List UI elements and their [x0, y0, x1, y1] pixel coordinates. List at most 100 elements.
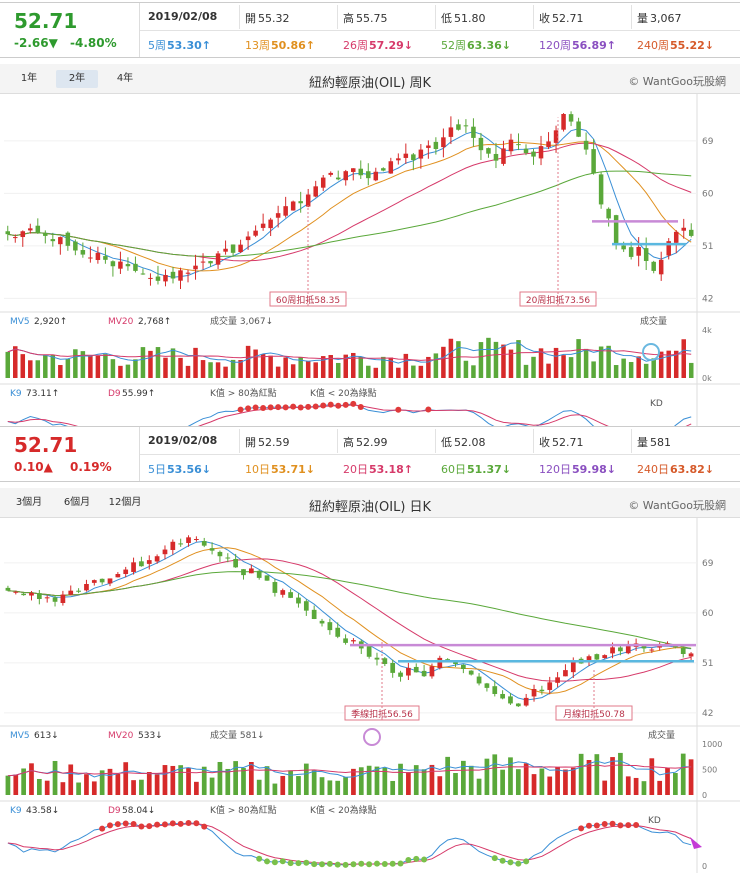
weekly-vol-bar-11 [88, 355, 93, 378]
weekly-kd-red-dot-31 [237, 406, 244, 413]
weekly-tab-1[interactable]: 2年 [56, 70, 98, 88]
daily-vol-bar-49 [390, 780, 396, 795]
weekly-tab-2[interactable]: 4年 [116, 73, 134, 84]
daily-candle-25 [201, 541, 207, 546]
daily-vol-bar-39 [311, 770, 317, 795]
daily-candle-10 [84, 584, 89, 591]
weekly-candle-11 [88, 257, 93, 259]
weekly-chart-title: 紐約輕原油(OIL) 周K [308, 76, 432, 91]
daily-vol-bar-77 [610, 757, 615, 795]
daily-tab-2[interactable]: 12個月 [108, 497, 142, 508]
daily-kd-green-dot-33 [264, 858, 271, 865]
daily-vol-bar-60 [476, 778, 482, 795]
weekly-kd-red-dot-46 [350, 400, 357, 407]
daily-kd-green-dot-36 [287, 860, 294, 867]
weekly-quote-low_label: 低 51.80 [441, 10, 486, 26]
daily-vol-bar-30 [241, 768, 246, 795]
weekly-mv20-label: MV20 [108, 317, 134, 327]
daily-quote-label-5: 量 [637, 436, 648, 449]
weekly-candle-18 [140, 273, 146, 275]
daily-vol-bar-23 [186, 767, 191, 795]
daily-ma-5: 240日63.82↓ [637, 461, 714, 477]
daily-vol-bar-25 [201, 766, 207, 795]
weekly-tab-0[interactable]: 1年 [20, 73, 38, 84]
daily-vol-bar-20 [162, 765, 168, 795]
weekly-quote-label-5: 量 [637, 12, 648, 25]
daily-candle-17 [139, 561, 144, 567]
daily-vol-tick-2: 1000 [702, 740, 722, 749]
weekly-vol-bar-24 [185, 365, 191, 378]
daily-ma-value: 53.18↑ [369, 463, 414, 476]
weekly-vol-bar-10 [80, 351, 86, 378]
weekly-kd-note-red: K值 > 80為紅點 [210, 387, 277, 399]
daily-tab-0[interactable]: 3個月 [15, 497, 43, 508]
weekly-vol-bar-1 [13, 346, 18, 378]
daily-tab-1[interactable]: 6個月 [63, 497, 91, 508]
weekly-candle-79 [598, 174, 604, 205]
weekly-ma-value: 57.29↓ [369, 39, 414, 52]
weekly-vol-bar-83 [628, 362, 634, 378]
weekly-ma-label: 13周 [245, 39, 270, 52]
weekly-annotation-1: 20周扣抵73.56 [519, 291, 597, 307]
weekly-vol-bar-4 [35, 360, 41, 378]
daily-vol-bar-42 [335, 780, 341, 795]
weekly-candle-86 [651, 261, 656, 271]
daily-kd-green-dot-50 [397, 860, 404, 867]
daily-kd-red-dot-76 [601, 820, 608, 827]
weekly-vol-bar-87 [658, 351, 664, 378]
daily-chart-title: 紐約輕原油(OIL) 日K [308, 500, 432, 515]
daily-quote-label-1: 開 [245, 436, 256, 449]
weekly-ma-0: 5周53.30↑ [148, 37, 211, 53]
weekly-vol-bar-68 [516, 340, 521, 378]
daily-vol-bar-57 [453, 773, 458, 795]
daily-ma-4: 120日59.98↓ [539, 461, 616, 477]
daily-vol-bar-22 [178, 765, 184, 795]
weekly-vol-bar-27 [208, 362, 213, 378]
daily-kd-green-dot-39 [311, 861, 318, 868]
daily-kd-green-dot-34 [271, 859, 278, 866]
daily-vol-bar-16 [131, 780, 136, 795]
weekly-vol-bar-20 [155, 347, 161, 378]
daily-vol-bar-66 [523, 763, 529, 795]
weekly-quote-sep [631, 5, 632, 29]
weekly-candle-43 [328, 172, 333, 175]
daily-ma-label: 240日 [637, 463, 669, 476]
daily-vol-bar-12 [99, 770, 105, 795]
weekly-chart-bg [0, 94, 740, 451]
weekly-d-value: 55.99↑ [122, 389, 155, 399]
daily-kd-green-dot-37 [295, 860, 302, 867]
weekly-kd-red-dot-52 [395, 406, 402, 413]
weekly-candle-61 [463, 125, 469, 127]
daily-vol-bar-37 [296, 776, 301, 795]
daily-vol-bar-80 [633, 777, 639, 795]
weekly-candle-78 [591, 149, 596, 174]
weekly-k-label: K9 [10, 389, 22, 399]
daily-vol-bar-38 [303, 763, 309, 795]
daily-kd-red-dot-21 [169, 820, 176, 827]
daily-ma-label: 120日 [539, 463, 571, 476]
weekly-quote-label-1: 開 [245, 12, 256, 25]
weekly-vol-bar-38 [290, 364, 296, 378]
daily-kd-green-dot-62 [491, 855, 498, 862]
daily-vol-bar-17 [139, 779, 144, 795]
daily-ma-value: 53.71↓ [271, 463, 316, 476]
daily-ma-value: 51.37↓ [467, 463, 512, 476]
weekly-candle-10 [80, 250, 86, 255]
weekly-ma-2: 26周57.29↓ [343, 37, 413, 53]
daily-vol-bar-48 [382, 767, 388, 795]
weekly-vol-tag: 成交量 [640, 315, 667, 327]
weekly-vol-bar-16 [125, 364, 131, 378]
weekly-vol-bar-73 [553, 347, 559, 378]
daily-vol-tick-1: 500 [702, 766, 717, 775]
daily-range-tabs: 3個月 6個月 12個月 [0, 488, 740, 518]
weekly-candle-4 [35, 225, 41, 233]
daily-vol-bar-28 [225, 768, 231, 795]
weekly-candle-56 [426, 145, 431, 148]
weekly-vol-bar-54 [411, 365, 416, 378]
daily-vol-bar-64 [508, 757, 513, 795]
daily-candle-86 [680, 647, 686, 654]
daily-quote-sep [239, 429, 240, 453]
daily-kd-green-dot-65 [515, 860, 522, 867]
weekly-candle-32 [245, 236, 251, 241]
daily-vol-bar-41 [327, 780, 333, 795]
